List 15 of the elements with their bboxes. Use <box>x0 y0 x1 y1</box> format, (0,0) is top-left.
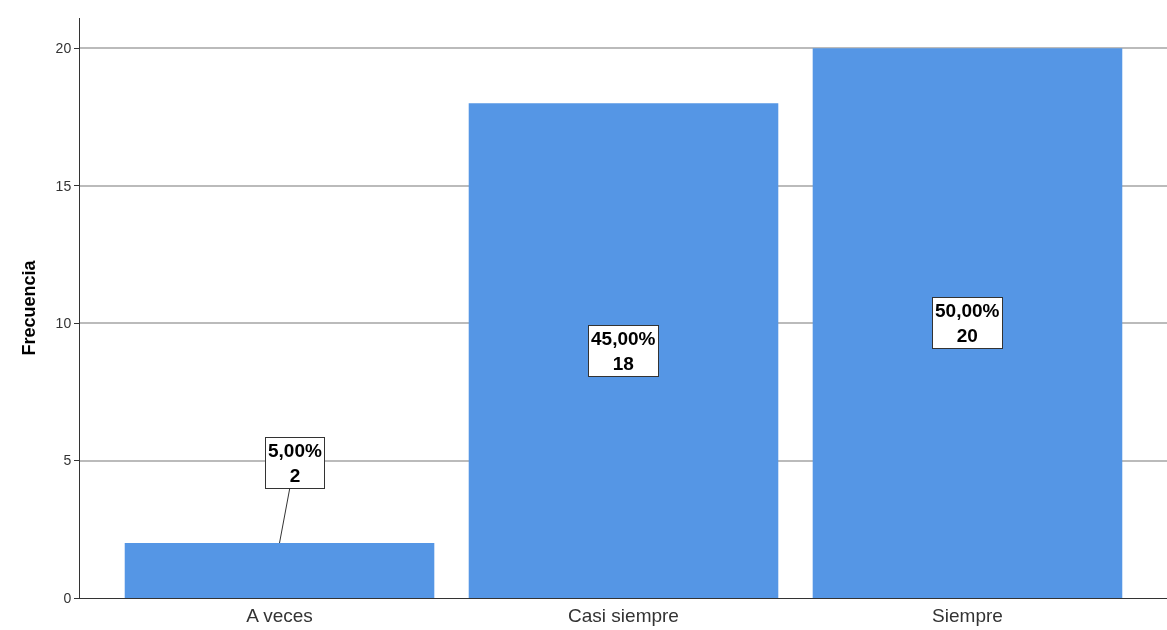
y-axis-title: Frecuencia <box>18 259 39 356</box>
bar <box>124 543 435 598</box>
y-tick-label: 0 <box>63 589 72 606</box>
data-label: 45,00% 18 <box>591 328 656 374</box>
bar <box>812 48 1123 598</box>
x-tick-label: Casi siempre <box>568 604 679 626</box>
x-tick-label: Siempre <box>932 604 1003 626</box>
data-label: 50,00% 20 <box>935 300 1000 346</box>
x-tick-label: A veces <box>246 604 313 626</box>
bar <box>468 103 779 598</box>
y-tick-label: 5 <box>63 452 72 469</box>
y-tick-label: 20 <box>55 40 72 57</box>
y-tick-label: 10 <box>55 315 72 332</box>
y-tick-label: 15 <box>55 177 72 194</box>
data-label: 5,00% 2 <box>268 440 322 486</box>
